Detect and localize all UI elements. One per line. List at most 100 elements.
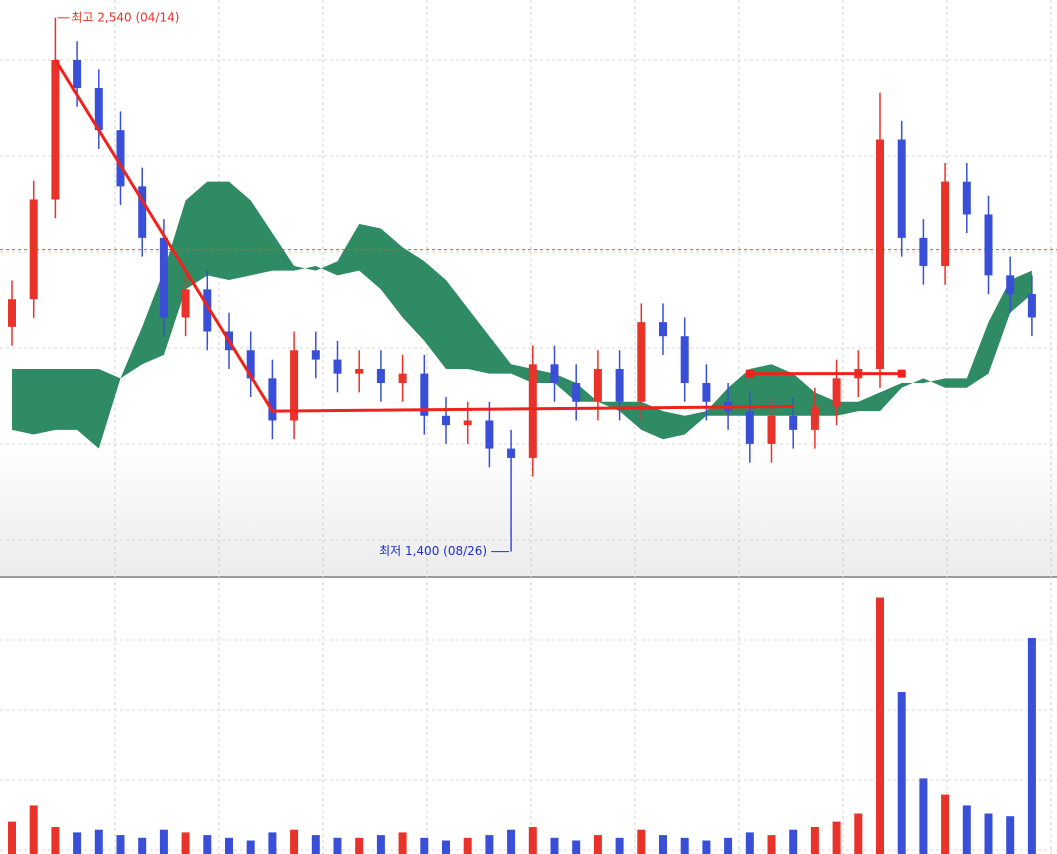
volume-bar [810,827,819,854]
candle-body [355,368,364,374]
volume-bar [463,837,472,854]
volume-bar [572,840,581,854]
volume-bar [398,832,407,854]
candle-body [1027,294,1036,318]
volume-bar [832,821,841,854]
candle-body [268,378,277,421]
volume-bar [962,805,971,854]
volume-bar [984,813,993,854]
candle-body [442,415,450,426]
volume-bar [1006,816,1015,854]
volume-bar [311,835,320,854]
candle-body [311,350,320,360]
trend-line [54,59,794,413]
candle-body [159,237,168,318]
volume-bar [29,805,38,854]
candle-body [767,415,776,444]
candle-body [51,59,60,200]
candle-body [941,181,950,266]
volume-bar [702,840,711,854]
candle-body [528,364,537,458]
candle-body [810,406,819,430]
candle-body [615,368,624,402]
ichimoku-cloud [12,181,1032,449]
candle-body [962,181,971,215]
candle-body [138,186,147,238]
trend-handle [897,369,906,378]
candle-body [333,359,342,374]
candle-body [181,289,190,318]
candle-body [8,299,16,327]
candle-body [550,364,559,384]
volume-bar [246,840,255,854]
candle-body [984,214,993,276]
volume-bar [51,827,60,854]
candle-body [376,368,385,384]
volume-bar [225,837,233,854]
candle-body [398,373,407,384]
candle-body [203,289,212,332]
volume-bar [376,835,385,854]
volume-bar [268,832,277,854]
volume-bar [724,837,733,854]
candle-body [485,420,494,449]
volume-bar [507,829,516,854]
volume-bar [659,835,667,854]
candle-body [29,199,38,300]
candle-body [463,420,472,426]
volume-bar [181,832,190,854]
volume-bar [73,832,82,854]
volume-bar [745,832,754,854]
volume-bar [138,837,147,854]
annotation-label: 최저 1,400 (08/26) [379,544,487,558]
volume-bar [442,840,450,854]
candle-body [246,350,255,379]
candle-body [789,415,798,430]
candle-body [116,130,125,187]
volume-bar [485,835,494,854]
trend-handle [745,369,754,378]
candle-body [420,373,429,416]
volume-bar [159,829,168,854]
volume-bar [333,837,342,854]
volume-bar [593,835,602,854]
volume-bar [8,821,16,854]
volume-bar [355,837,364,854]
volume-bar [941,794,950,854]
candle-body [290,350,299,421]
volume-bar [420,837,429,854]
candle-body [507,448,516,458]
volume-bar [637,829,646,854]
candle-body [745,411,754,444]
volume-bar [897,692,906,854]
volume-bar [94,829,103,854]
candle-body [593,368,602,402]
volume-bar [528,827,537,854]
candle-body [897,139,906,238]
candle-body [832,378,841,407]
candle-body [73,59,82,89]
volume-bar [1027,638,1036,854]
candle-body [659,322,667,337]
volume-bar [854,813,863,854]
candle-body [702,383,711,402]
volume-bar [615,837,624,854]
volume-bar [550,837,559,854]
candle-body [1006,275,1015,295]
volume-bar [789,829,798,854]
candle-body [680,336,689,384]
volume-bar [919,778,928,854]
volume-bar [290,829,299,854]
volume-bar [680,837,689,854]
candle-body [876,139,884,369]
annotation-label: 최고 2,540 (04/14) [71,10,179,24]
volume-bar [876,597,884,854]
candle-body [637,322,646,402]
candle-body [94,88,103,131]
candle-body [572,383,581,402]
candle-body [919,237,928,266]
panel-shade [0,440,1057,576]
